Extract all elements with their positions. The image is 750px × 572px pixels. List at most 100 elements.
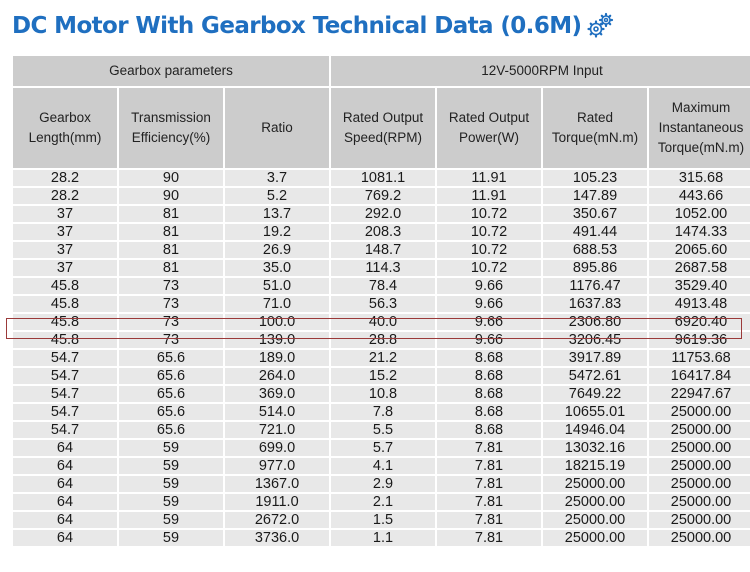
cell-rated-output-power: 8.68 (437, 386, 541, 402)
cell-ratio: 514.0 (225, 404, 329, 420)
table-row: 37 81 19.2 208.3 10.72 491.44 1474.33 (13, 224, 750, 240)
cell-gearbox-length: 54.7 (13, 350, 117, 366)
table-row: 37 81 26.9 148.7 10.72 688.53 2065.60 (13, 242, 750, 258)
cell-rated-torque: 25000.00 (543, 494, 647, 510)
column-header-row: Gearbox Length(mm) Transmission Efficien… (13, 88, 750, 168)
cell-rated-output-speed: 2.9 (331, 476, 435, 492)
cell-ratio: 51.0 (225, 278, 329, 294)
col-rated-output-speed: Rated Output Speed(RPM) (331, 88, 435, 168)
table-row: 28.2 90 3.7 1081.1 11.91 105.23 315.68 (13, 170, 750, 186)
cell-transmission-efficiency: 59 (119, 530, 223, 546)
cell-ratio: 1367.0 (225, 476, 329, 492)
cell-rated-output-speed: 7.8 (331, 404, 435, 420)
col-gearbox-length: Gearbox Length(mm) (13, 88, 117, 168)
cell-gearbox-length: 54.7 (13, 404, 117, 420)
cell-ratio: 699.0 (225, 440, 329, 456)
gears-icon (587, 12, 614, 38)
cell-transmission-efficiency: 59 (119, 494, 223, 510)
cell-rated-output-speed: 1.5 (331, 512, 435, 528)
input-spec-header: 12V-5000RPM Input (331, 56, 750, 86)
cell-rated-output-speed: 4.1 (331, 458, 435, 474)
cell-rated-output-power: 9.66 (437, 314, 541, 330)
cell-gearbox-length: 45.8 (13, 332, 117, 348)
cell-rated-output-power: 7.81 (437, 530, 541, 546)
cell-max-instantaneous-torque: 4913.48 (649, 296, 750, 312)
cell-rated-output-speed: 1.1 (331, 530, 435, 546)
cell-transmission-efficiency: 65.6 (119, 422, 223, 438)
cell-gearbox-length: 45.8 (13, 278, 117, 294)
gearbox-parameters-header: Gearbox parameters (13, 56, 329, 86)
cell-rated-output-power: 7.81 (437, 494, 541, 510)
cell-transmission-efficiency: 65.6 (119, 386, 223, 402)
cell-gearbox-length: 64 (13, 494, 117, 510)
cell-rated-output-power: 11.91 (437, 188, 541, 204)
cell-max-instantaneous-torque: 2065.60 (649, 242, 750, 258)
cell-transmission-efficiency: 59 (119, 458, 223, 474)
cell-gearbox-length: 37 (13, 224, 117, 240)
cell-rated-output-power: 10.72 (437, 242, 541, 258)
cell-max-instantaneous-torque: 1474.33 (649, 224, 750, 240)
cell-transmission-efficiency: 65.6 (119, 368, 223, 384)
cell-rated-output-power: 9.66 (437, 296, 541, 312)
table-row: 54.7 65.6 514.0 7.8 8.68 10655.01 25000.00 (13, 404, 750, 420)
cell-rated-output-speed: 28.8 (331, 332, 435, 348)
cell-gearbox-length: 64 (13, 458, 117, 474)
cell-gearbox-length: 28.2 (13, 188, 117, 204)
cell-rated-torque: 7649.22 (543, 386, 647, 402)
table-row: 64 59 1367.0 2.9 7.81 25000.00 25000.00 (13, 476, 750, 492)
cell-transmission-efficiency: 81 (119, 206, 223, 222)
cell-max-instantaneous-torque: 22947.67 (649, 386, 750, 402)
cell-ratio: 100.0 (225, 314, 329, 330)
cell-ratio: 977.0 (225, 458, 329, 474)
cell-rated-torque: 18215.19 (543, 458, 647, 474)
cell-ratio: 139.0 (225, 332, 329, 348)
cell-rated-output-power: 8.68 (437, 350, 541, 366)
cell-max-instantaneous-torque: 9619.36 (649, 332, 750, 348)
cell-gearbox-length: 54.7 (13, 422, 117, 438)
table-row: 37 81 35.0 114.3 10.72 895.86 2687.58 (13, 260, 750, 276)
cell-ratio: 264.0 (225, 368, 329, 384)
table-row: 37 81 13.7 292.0 10.72 350.67 1052.00 (13, 206, 750, 222)
cell-transmission-efficiency: 73 (119, 296, 223, 312)
cell-ratio: 35.0 (225, 260, 329, 276)
cell-rated-output-speed: 78.4 (331, 278, 435, 294)
cell-ratio: 19.2 (225, 224, 329, 240)
cell-rated-output-power: 7.81 (437, 440, 541, 456)
cell-gearbox-length: 45.8 (13, 296, 117, 312)
cell-transmission-efficiency: 65.6 (119, 350, 223, 366)
cell-ratio: 369.0 (225, 386, 329, 402)
cell-transmission-efficiency: 81 (119, 260, 223, 276)
cell-ratio: 1911.0 (225, 494, 329, 510)
cell-rated-output-power: 10.72 (437, 224, 541, 240)
cell-gearbox-length: 64 (13, 440, 117, 456)
col-rated-torque: Rated Torque(mN.m) (543, 88, 647, 168)
cell-ratio: 721.0 (225, 422, 329, 438)
cell-transmission-efficiency: 65.6 (119, 404, 223, 420)
cell-rated-torque: 25000.00 (543, 530, 647, 546)
cell-max-instantaneous-torque: 2687.58 (649, 260, 750, 276)
cell-rated-torque: 147.89 (543, 188, 647, 204)
cell-transmission-efficiency: 73 (119, 332, 223, 348)
col-max-instantaneous-torque: Maximum Instantaneous Torque(mN.m) (649, 88, 750, 168)
cell-max-instantaneous-torque: 25000.00 (649, 494, 750, 510)
cell-rated-output-power: 8.68 (437, 368, 541, 384)
group-header-row: Gearbox parameters 12V-5000RPM Input (13, 56, 750, 86)
cell-max-instantaneous-torque: 11753.68 (649, 350, 750, 366)
cell-rated-output-speed: 40.0 (331, 314, 435, 330)
cell-transmission-efficiency: 81 (119, 242, 223, 258)
cell-rated-output-power: 9.66 (437, 278, 541, 294)
table-row: 54.7 65.6 264.0 15.2 8.68 5472.61 16417.84 (13, 368, 750, 384)
cell-rated-output-speed: 292.0 (331, 206, 435, 222)
table-row: 64 59 3736.0 1.1 7.81 25000.00 25000.00 (13, 530, 750, 546)
cell-ratio: 13.7 (225, 206, 329, 222)
cell-rated-output-speed: 56.3 (331, 296, 435, 312)
cell-rated-output-power: 7.81 (437, 476, 541, 492)
cell-transmission-efficiency: 59 (119, 512, 223, 528)
cell-rated-torque: 10655.01 (543, 404, 647, 420)
cell-rated-output-power: 7.81 (437, 512, 541, 528)
cell-max-instantaneous-torque: 25000.00 (649, 404, 750, 420)
cell-ratio: 5.2 (225, 188, 329, 204)
cell-max-instantaneous-torque: 25000.00 (649, 512, 750, 528)
cell-gearbox-length: 37 (13, 260, 117, 276)
cell-ratio: 3.7 (225, 170, 329, 186)
